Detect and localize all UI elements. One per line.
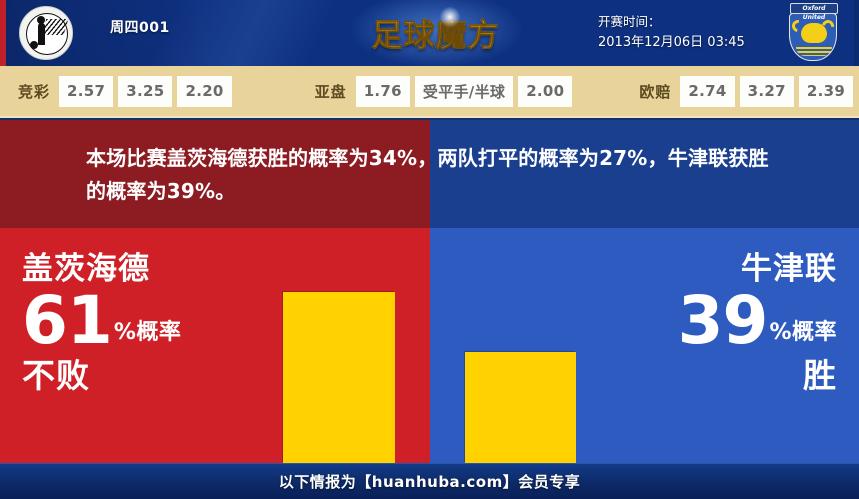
away-team-name: 牛津联 — [741, 251, 837, 287]
home-percent-suffix: %概率 — [113, 320, 182, 345]
footer-bar: 以下情报为【huanhuba.com】会员专享 — [0, 463, 859, 499]
probability-statement-banner: 本场比赛盖茨海德获胜的概率为34%，两队打平的概率为27%，牛津联获胜的概率为3… — [0, 120, 859, 228]
kickoff-label: 开赛时间： — [598, 14, 661, 29]
site-logo-spark-icon — [439, 6, 461, 28]
home-percent-value: 61 — [22, 282, 113, 359]
kickoff-time-block: 开赛时间： 2013年12月06日 03:45 — [598, 11, 745, 53]
banner-blue-half — [430, 120, 859, 228]
odds-label-jingcai: 竞彩 — [18, 82, 51, 101]
odds-group-oupei: 欧赔 2.74 3.27 2.39 — [639, 75, 858, 107]
away-percent-suffix: %概率 — [769, 320, 837, 345]
odds-oupei-away[interactable]: 2.39 — [798, 75, 854, 107]
home-team-badge-icon — [16, 4, 76, 62]
home-badge-ball-icon — [30, 41, 38, 49]
banner-red-half — [0, 120, 430, 228]
home-panel: 盖茨海德 61 %概率 不败 — [0, 228, 430, 463]
home-badge-ladder-icon — [41, 19, 69, 35]
away-percent-line: 39 %概率 — [677, 282, 837, 359]
site-logo-glow — [349, 0, 524, 66]
away-panel: 牛津联 39 %概率 胜 — [430, 228, 859, 463]
header-bar: 周四001 足球魔方 开赛时间： 2013年12月06日 03:45 Oxfor… — [0, 0, 859, 66]
odds-bar: 竞彩 2.57 3.25 2.20 亚盘 1.76 受平手/半球 2.00 欧赔… — [0, 66, 859, 118]
away-percent-value: 39 — [677, 282, 769, 359]
odds-oupei-home[interactable]: 2.74 — [680, 75, 735, 107]
odds-jingcai-home[interactable]: 2.57 — [59, 75, 114, 107]
away-stats: 牛津联 39 %概率 胜 — [678, 250, 837, 396]
odds-oupei-draw[interactable]: 3.27 — [739, 75, 794, 107]
odds-yapan-handicap[interactable]: 受平手/半球 — [414, 75, 514, 107]
site-logo-text: 足球魔方 — [363, 10, 508, 55]
odds-group-jingcai: 竞彩 2.57 3.25 2.20 — [18, 75, 237, 107]
odds-jingcai-away[interactable]: 2.20 — [177, 75, 232, 107]
odds-yapan-away[interactable]: 2.00 — [518, 75, 573, 107]
banner-text: 本场比赛盖茨海德获胜的概率为34%，两队打平的概率为27%，牛津联获胜的概率为3… — [86, 146, 769, 203]
home-badge-figure-icon — [37, 16, 45, 45]
away-team-badge-icon: Oxford United — [787, 3, 841, 63]
odds-jingcai-draw[interactable]: 3.25 — [118, 75, 173, 107]
odds-yapan-home[interactable]: 1.76 — [355, 75, 410, 107]
odds-label-yapan: 亚盘 — [314, 82, 347, 101]
footer-text: 以下情报为【huanhuba.com】会员专享 — [278, 473, 581, 491]
odds-label-oupei: 欧赔 — [639, 82, 672, 101]
home-team-name: 盖茨海德 — [22, 251, 150, 287]
away-probability-bar — [465, 352, 576, 463]
home-percent-line: 61 %概率 — [22, 282, 182, 359]
home-outcome-label: 不败 — [22, 356, 90, 395]
home-probability-bar — [283, 292, 395, 463]
away-badge-ox-head-icon — [801, 23, 827, 43]
away-outcome-label: 胜 — [803, 356, 837, 395]
probability-chart: 盖茨海德 61 %概率 不败 牛津联 39 %概率 胜 — [0, 228, 859, 463]
header-left-red-edge — [0, 0, 6, 66]
header-right-edge — [854, 0, 859, 66]
away-badge-name: Oxford United — [790, 3, 838, 21]
home-stats: 盖茨海德 61 %概率 不败 — [22, 250, 181, 396]
match-number: 周四001 — [110, 20, 170, 36]
home-badge-circle — [19, 6, 73, 60]
away-badge-wave-icon — [796, 47, 832, 56]
site-logo[interactable]: 足球魔方 — [349, 0, 524, 66]
odds-group-yapan: 亚盘 1.76 受平手/半球 2.00 — [314, 75, 578, 107]
kickoff-value: 2013年12月06日 03:45 — [598, 35, 745, 50]
